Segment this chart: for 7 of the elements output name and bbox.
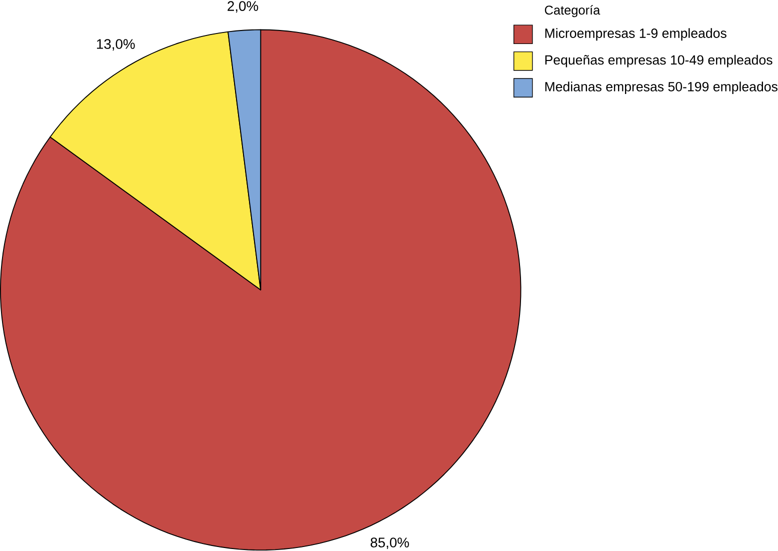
data-label: 2,0%: [228, 1, 258, 13]
data-label: 85,0%: [370, 538, 409, 550]
legend-label: Microempresas 1-9 empleados: [545, 28, 726, 41]
legend-label: Medianas empresas 50-199 empleados: [545, 82, 778, 94]
legend-title: Categoría: [544, 5, 600, 18]
data-label: 13,0%: [97, 39, 135, 51]
legend-label: Pequeñas empresas 10-49 empleados: [545, 55, 772, 68]
